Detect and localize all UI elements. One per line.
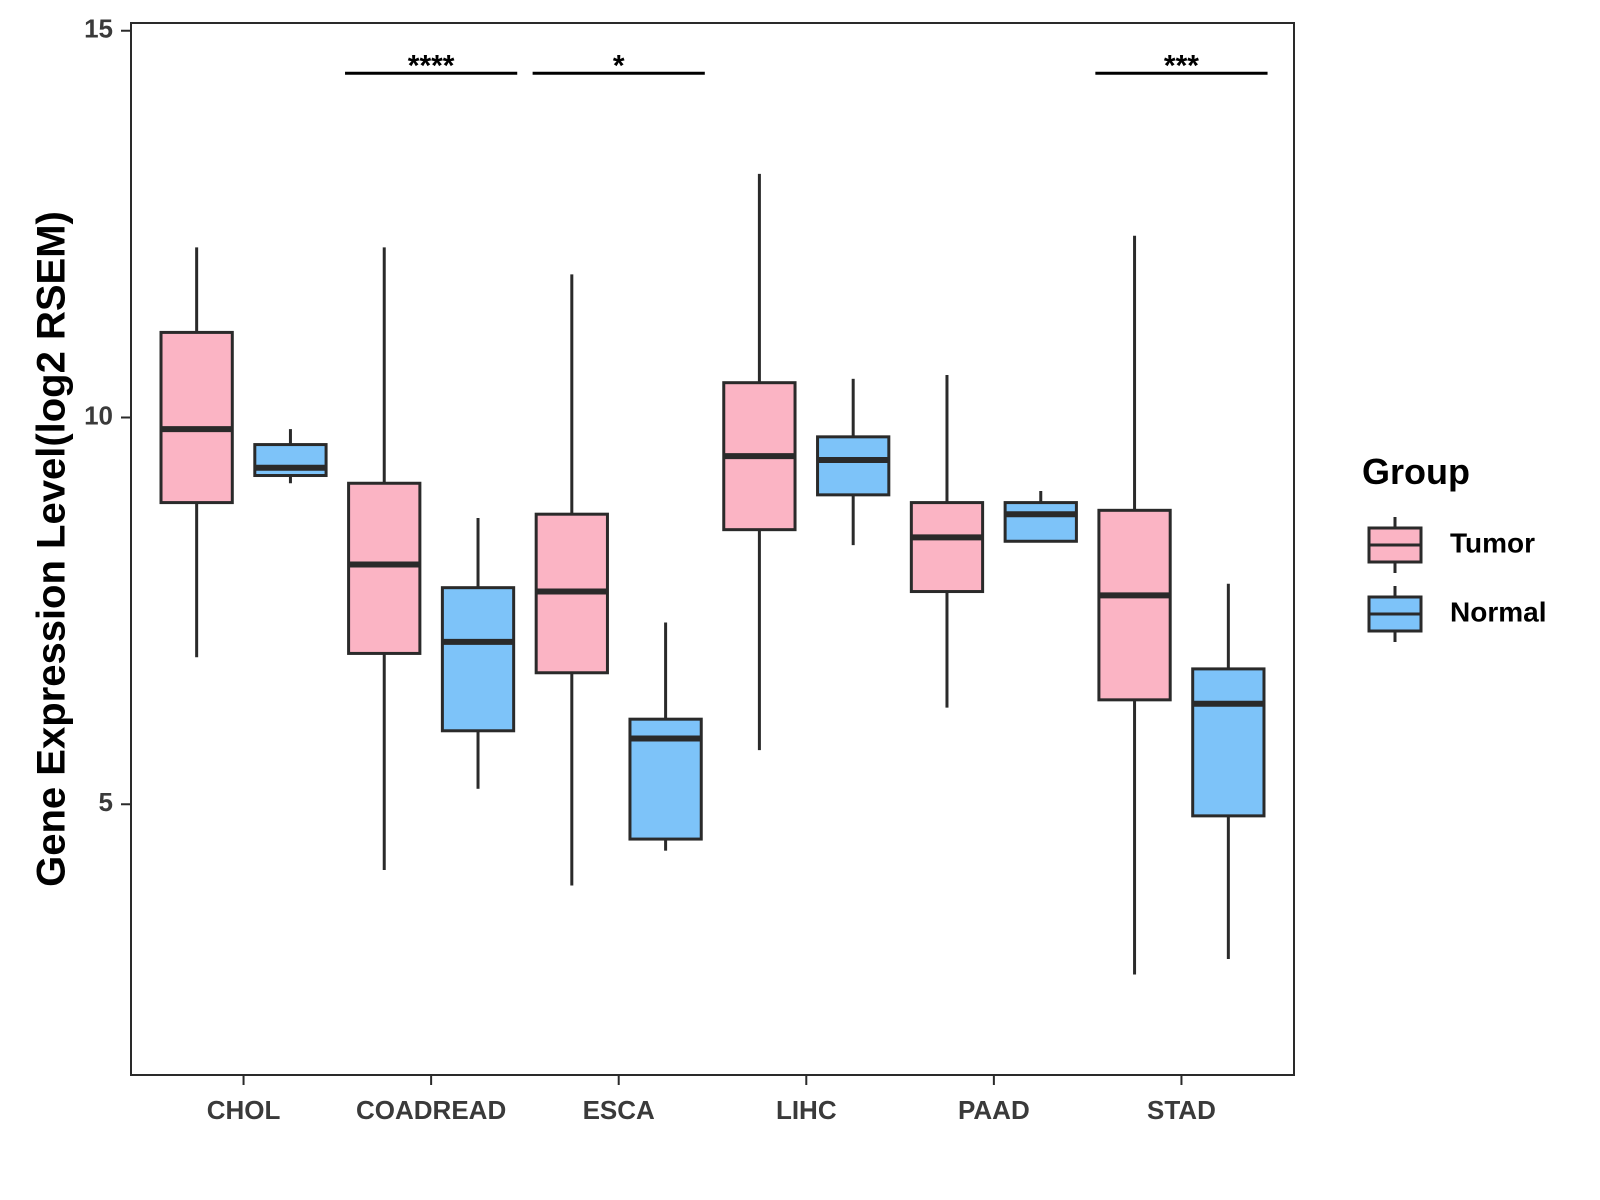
box-iqr xyxy=(347,481,422,655)
y-tick-label: 10 xyxy=(84,400,113,430)
x-tick-label: ESCA xyxy=(583,1095,655,1125)
box-tumor-lihc xyxy=(722,173,797,751)
y-tick-label: 5 xyxy=(99,787,113,817)
box-iqr xyxy=(1191,667,1266,818)
box-iqr xyxy=(253,443,328,478)
x-tick-label: STAD xyxy=(1147,1095,1216,1125)
y-tick-label: 15 xyxy=(84,14,113,44)
box-normal-stad xyxy=(1191,583,1266,959)
legend: Group Tumor Normal xyxy=(1362,451,1546,642)
y-axis: 5 10 15 xyxy=(84,14,131,817)
significance-label: * xyxy=(613,49,625,82)
box-normal-chol xyxy=(253,429,328,484)
box-tumor-paad xyxy=(909,374,985,708)
box-normal-paad xyxy=(1003,490,1078,543)
significance-label: *** xyxy=(1164,49,1199,82)
x-tick-label: PAAD xyxy=(958,1095,1030,1125)
legend-label: Normal xyxy=(1450,596,1546,627)
box-layer xyxy=(159,173,1266,975)
box-normal-lihc xyxy=(816,378,891,546)
x-tick-label: CHOL xyxy=(207,1095,281,1125)
box-tumor-coadread xyxy=(347,247,422,871)
x-axis: CHOL COADREAD ESCA LIHC PAAD STAD xyxy=(207,1075,1216,1125)
box-iqr xyxy=(1003,501,1078,543)
legend-item-normal: Normal xyxy=(1367,586,1546,642)
legend-title: Group xyxy=(1362,451,1470,492)
box-tumor-chol xyxy=(159,247,234,658)
box-iqr xyxy=(440,586,516,733)
legend-item-tumor: Tumor xyxy=(1367,517,1535,573)
y-axis-title: Gene Expression Level(log2 RSEM) xyxy=(30,211,74,887)
x-tick-label: COADREAD xyxy=(356,1095,506,1125)
significance-esca: * xyxy=(532,49,705,82)
legend-items: Tumor Normal xyxy=(1367,517,1546,642)
legend-label: Tumor xyxy=(1450,527,1535,558)
box-tumor-esca xyxy=(534,274,609,886)
box-tumor-stad xyxy=(1097,235,1172,975)
significance-stad: *** xyxy=(1095,49,1268,82)
box-normal-esca xyxy=(628,622,703,851)
box-iqr xyxy=(909,501,985,594)
significance-coadread: **** xyxy=(345,49,518,82)
significance-label: **** xyxy=(408,49,455,82)
box-iqr xyxy=(816,435,891,497)
box-iqr xyxy=(1097,508,1172,702)
box-iqr xyxy=(159,330,234,505)
box-normal-coadread xyxy=(440,518,516,789)
x-tick-label: LIHC xyxy=(776,1095,837,1125)
significance-layer: **** * *** xyxy=(345,49,1268,82)
